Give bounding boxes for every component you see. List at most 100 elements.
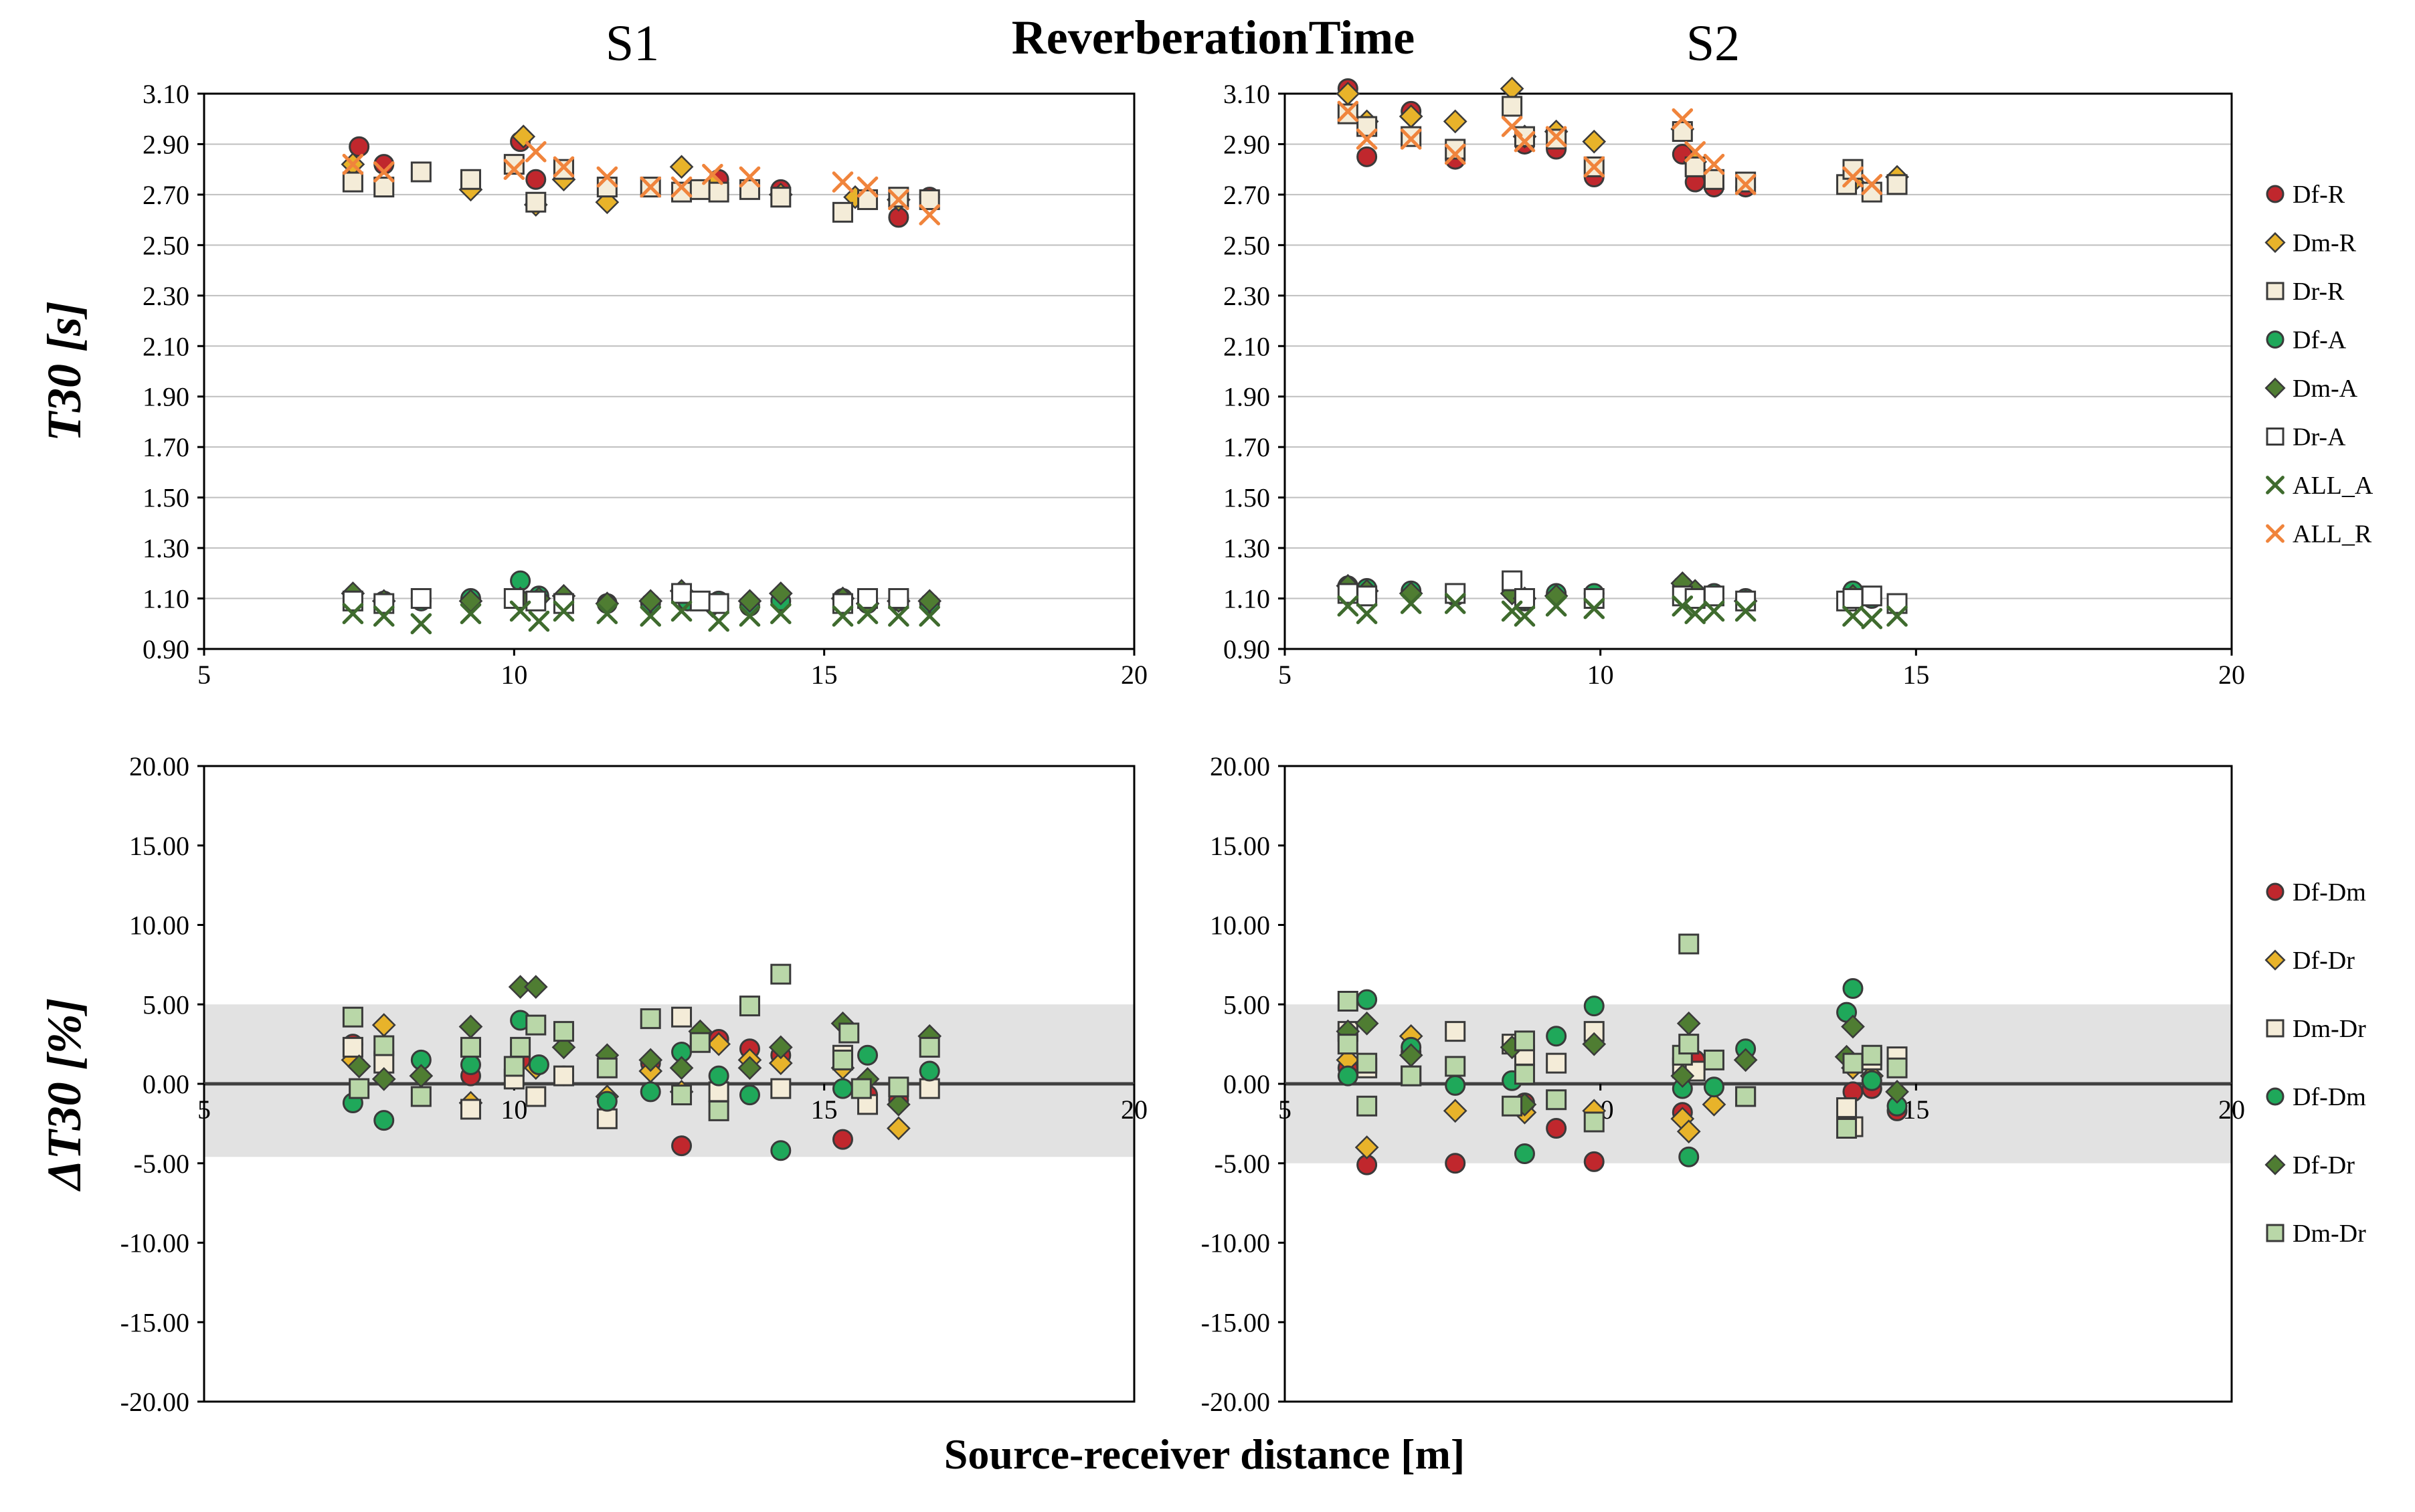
s1-bottom-point-dm-dr <box>460 1099 481 1120</box>
s2-bottom-point-dm-dr-a <box>1401 1065 1422 1086</box>
s2-bottom-point-dm-dr <box>1445 1021 1466 1042</box>
s1-top-point-dr-r <box>525 191 547 213</box>
s1-bottom-point-dm-dr-a <box>888 1076 909 1098</box>
s1-top-point-all-a <box>410 613 432 635</box>
s2-top-point-dr-r <box>1735 171 1757 193</box>
s1-top-series-all-r <box>342 140 940 225</box>
s1-top-point-dr-a <box>689 590 711 611</box>
s1-bottom-point-df-dr <box>886 1116 911 1141</box>
s1-top-point-dr-a <box>888 588 909 609</box>
s2-bottom-series-dm-dr-a <box>1337 933 1908 1139</box>
s2-top-point-all-r <box>1734 174 1757 195</box>
s1-top-point-all-a <box>739 605 761 627</box>
s2-top-point-all-r <box>1444 143 1466 165</box>
s1-title: S1 <box>606 15 659 72</box>
s1-top-point-dr-r <box>410 161 432 183</box>
s2-top-point-all-a <box>1861 607 1883 630</box>
s1-top-x-tick-label: 5 <box>197 660 211 690</box>
s1-bottom-point-df-dr-a <box>768 1035 793 1060</box>
legend-top-item-all-r: ALL_R <box>2266 521 2372 549</box>
s2-bottom-point-df-dm-a <box>1514 1143 1535 1164</box>
s2-top-point-all-a <box>1514 605 1536 627</box>
s1-bottom-point-dm-dr-a <box>503 1056 525 1077</box>
legend-top-marker-dr-a <box>2266 428 2285 446</box>
legend-bottom-marker-df-dr <box>2264 1154 2286 1175</box>
s1-bottom-point-df-dr-a <box>551 1035 576 1060</box>
s2-bottom-point-df-dr-a <box>1670 1064 1695 1088</box>
s2-bottom-point-df-dr <box>1702 1093 1726 1117</box>
s2-bottom-y-tick-label: -10.00 <box>1201 1228 1270 1258</box>
s1-top-point-dr-r <box>770 187 792 208</box>
s1-top-point-dr-a <box>671 583 693 604</box>
s1-top-y-tick-label: 1.50 <box>143 483 189 513</box>
legend-top: Df-R Dm-R Dr-R Df-A Dm-A Dr-A ALL_A ALL_R <box>2264 181 2374 549</box>
s1-top-point-all-a <box>553 600 575 622</box>
legend-top-marker-df-a <box>2266 330 2285 349</box>
s2-top-point-dr-a <box>1502 570 1523 591</box>
s2-bottom-point-dm-dr-a <box>1337 1034 1358 1055</box>
s1-top-point-all-r <box>670 176 693 198</box>
s1-top-y-tick-label: 3.10 <box>143 79 189 109</box>
s2-top-point-dr-a <box>1356 585 1378 607</box>
chart-legends: Df-RDm-RDr-RDf-ADm-ADr-AALL_AALL_RDf-DmD… <box>2264 181 2374 1248</box>
s2-bottom-point-df-dm-a <box>1842 978 1864 999</box>
s1-bottom-point-df-dr-a <box>371 1067 396 1091</box>
legend-bottom-label: Dm-Dr <box>2293 1220 2366 1248</box>
s2-top-x-tick-label: 15 <box>1902 660 1929 690</box>
s1-top-point-all-r <box>888 189 909 211</box>
s1-top-point-dr-r <box>553 159 574 180</box>
s1-top-y-tick-label: 2.90 <box>143 129 189 159</box>
s1-bottom-point-df-dm-a <box>596 1091 618 1112</box>
legend-top-item-dm-r: Dm-R <box>2264 229 2357 258</box>
s1-top-point-all-a <box>919 605 940 627</box>
legend-bottom-label: Dm-Dr <box>2293 1015 2366 1043</box>
s2-top-point-all-r <box>1545 126 1567 147</box>
s1-top-point-all-a <box>528 610 550 632</box>
s1-bottom-point-df-dm-a <box>857 1044 879 1066</box>
s2-top-x-tick-label: 20 <box>2218 660 2245 690</box>
legend-top-item-dr-a: Dr-A <box>2266 423 2346 452</box>
s1-bottom-point-df-dm-a <box>460 1054 481 1075</box>
s2-top-point-all-r <box>1501 116 1523 137</box>
s2-top-y-tick-label: 3.10 <box>1223 79 1270 109</box>
s1-top-point-all-a <box>509 600 531 622</box>
legend-top-marker-all-r <box>2266 524 2285 543</box>
s1-bottom-point-df-dm-a <box>640 1081 661 1103</box>
s1-top-point-all-a <box>640 605 661 627</box>
s1-bottom-point-dm-dr <box>342 1036 363 1058</box>
legend-bottom-marker-df-dr <box>2264 949 2286 971</box>
s2-top-point-dr-a <box>1583 588 1605 609</box>
s2-top-point-all-a <box>1583 597 1605 620</box>
legend-bottom-item-df-dr: Df-Dr <box>2264 947 2355 975</box>
s2-bottom-point-dm-dr <box>1546 1052 1567 1074</box>
s2-top-point-all-r <box>1861 174 1883 195</box>
s2-bottom-point-df-dr-a <box>1582 1032 1607 1056</box>
s1-bottom-point-df-dm-a <box>708 1065 729 1086</box>
s1-bottom-series-df-dr-a <box>347 975 942 1117</box>
s2-top-x-tick-label: 10 <box>1587 660 1614 690</box>
s1-top-point-all-r <box>832 171 854 193</box>
s1-top-point-dr-r <box>888 187 909 208</box>
s1-top-point-all-r <box>739 166 761 188</box>
s2-bottom-point-dm-dr-a <box>1703 1049 1724 1070</box>
s2-top-y-tick-label: 2.10 <box>1223 331 1270 361</box>
legend-top-item-all-a: ALL_A <box>2266 472 2374 500</box>
s1-bottom-point-dm-dr-a <box>596 1057 618 1078</box>
s1-bottom-point-dm-dr-a <box>553 1021 574 1042</box>
s2-bottom-point-dm-dr-a <box>1678 1034 1700 1055</box>
s2-top-point-dr-r <box>1337 103 1358 124</box>
bottom-y-axis-label: ΔT30 [%] <box>37 998 91 1192</box>
s2-bottom-point-df-dr-a <box>1885 1080 1909 1104</box>
s2-bottom-y-tick-label: 5.00 <box>1223 989 1270 1020</box>
s1-bottom-point-df-dm <box>832 1129 853 1150</box>
s1-top-point-all-a <box>596 603 618 624</box>
s1-top-point-dm-a <box>737 589 762 613</box>
s2-bottom-panel: -20.00 -15.00 -10.00 -5.00 0.00 5.00 10.00 15.0… <box>1201 751 2245 1417</box>
s1-bottom-y-tick-label: 20.00 <box>129 751 189 781</box>
s2-top-point-dm-r <box>1582 129 1607 154</box>
s2-top-point-dr-a <box>1842 588 1864 609</box>
s2-top-point-all-r <box>1514 130 1536 153</box>
s1-top-point-dr-a <box>708 593 729 614</box>
s2-top-point-dr-r <box>1401 126 1422 147</box>
s1-bottom-point-df-dr <box>768 1051 793 1075</box>
